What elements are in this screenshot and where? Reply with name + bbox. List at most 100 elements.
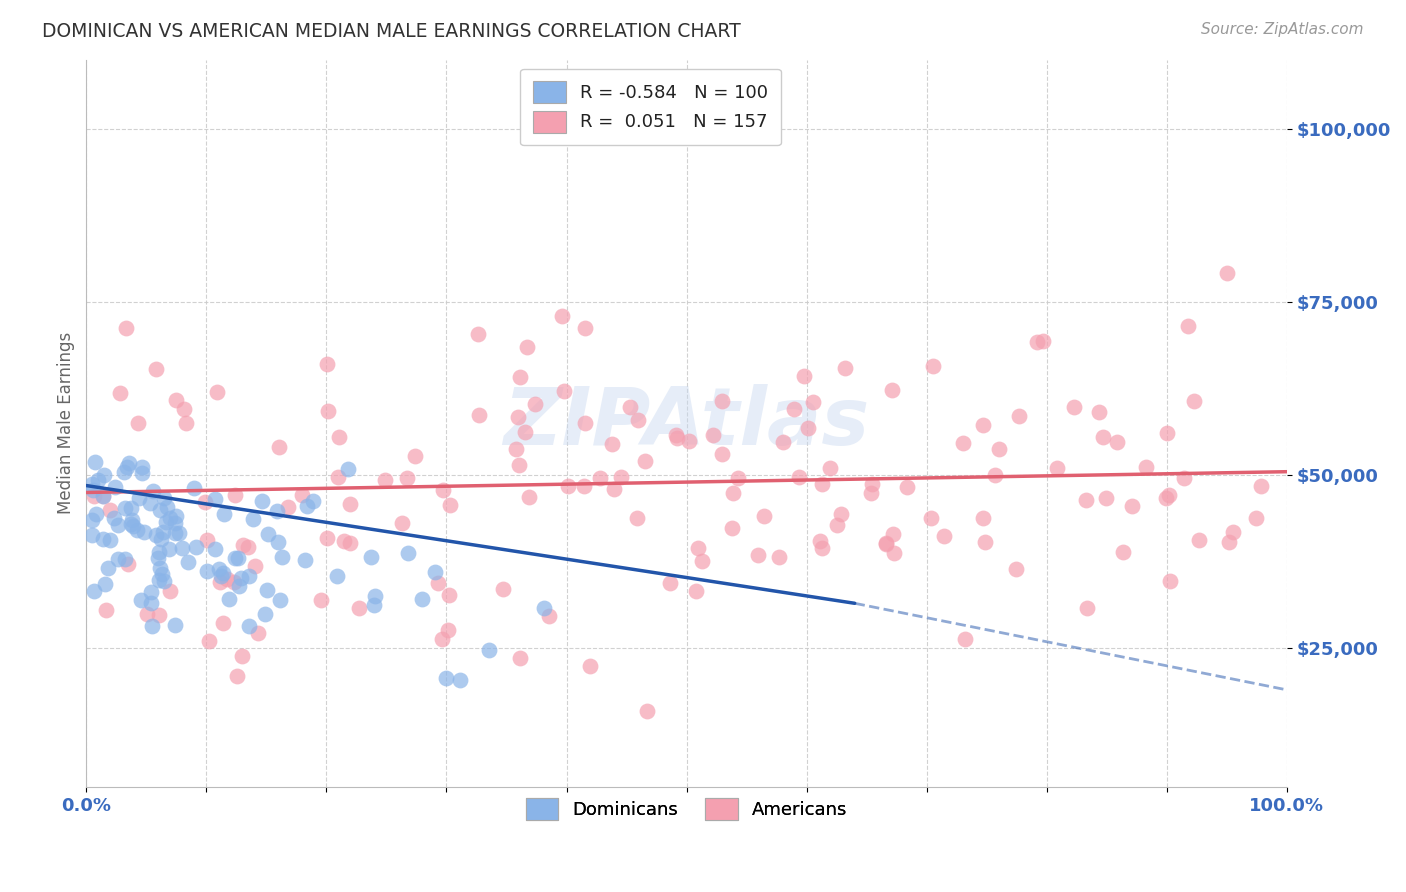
Point: [747, 548, 769, 562]
Point: [141, 619, 163, 633]
Point: [603, 482, 626, 496]
Point: [1092, 430, 1115, 444]
Point: [156, 500, 179, 515]
Point: [1074, 493, 1097, 508]
Point: [328, 430, 350, 444]
Point: [467, 326, 489, 341]
Point: [107, 518, 129, 533]
Point: [149, 561, 172, 575]
Point: [129, 593, 152, 607]
Point: [432, 483, 454, 498]
Point: [426, 576, 449, 591]
Point: [439, 498, 461, 512]
Point: [1121, 499, 1143, 513]
Point: [921, 359, 943, 373]
Point: [149, 532, 172, 546]
Point: [98, 503, 121, 517]
Point: [309, 592, 332, 607]
Point: [316, 357, 339, 371]
Point: [882, 527, 904, 541]
Point: [723, 486, 745, 500]
Text: Source: ZipAtlas.com: Source: ZipAtlas.com: [1201, 22, 1364, 37]
Point: [112, 465, 135, 479]
Point: [209, 569, 232, 583]
Point: [84, 455, 107, 469]
Point: [167, 526, 190, 541]
Point: [110, 385, 132, 400]
Point: [768, 549, 790, 564]
Point: [1250, 479, 1272, 493]
Point: [349, 601, 371, 615]
Point: [148, 574, 170, 588]
Point: [721, 521, 744, 535]
Point: [256, 583, 278, 598]
Point: [145, 528, 167, 542]
Point: [242, 512, 264, 526]
Point: [120, 501, 142, 516]
Point: [270, 549, 292, 564]
Point: [142, 484, 165, 499]
Point: [1173, 471, 1195, 485]
Point: [257, 527, 280, 541]
Point: [291, 488, 314, 502]
Point: [226, 669, 249, 683]
Point: [363, 598, 385, 612]
Point: [139, 596, 162, 610]
Point: [797, 421, 820, 435]
Point: [834, 361, 856, 376]
Point: [579, 658, 602, 673]
Point: [204, 491, 226, 506]
Point: [1177, 319, 1199, 334]
Point: [96, 603, 118, 617]
Point: [294, 553, 316, 567]
Point: [883, 546, 905, 560]
Point: [396, 546, 419, 560]
Point: [87, 473, 110, 487]
Point: [830, 507, 852, 521]
Point: [159, 510, 181, 524]
Point: [932, 529, 955, 543]
Point: [217, 572, 239, 586]
Point: [97, 561, 120, 575]
Point: [231, 649, 253, 664]
Point: [1076, 601, 1098, 615]
Point: [115, 460, 138, 475]
Point: [1135, 460, 1157, 475]
Point: [115, 320, 138, 334]
Point: [236, 540, 259, 554]
Point: [153, 574, 176, 589]
Point: [678, 434, 700, 448]
Point: [634, 453, 657, 467]
Point: [114, 500, 136, 515]
Point: [920, 511, 942, 525]
Point: [195, 564, 218, 578]
Point: [125, 524, 148, 538]
Point: [316, 404, 339, 418]
Point: [626, 511, 648, 525]
Point: [131, 467, 153, 481]
Point: [183, 481, 205, 495]
Point: [811, 541, 834, 555]
Point: [122, 519, 145, 533]
Point: [492, 582, 515, 596]
Point: [610, 470, 633, 484]
Point: [880, 383, 903, 397]
Point: [860, 486, 883, 500]
Point: [148, 607, 170, 622]
Point: [411, 592, 433, 607]
Point: [165, 393, 187, 408]
Point: [984, 467, 1007, 482]
Point: [224, 551, 246, 566]
Point: [84, 507, 107, 521]
Point: [557, 478, 579, 492]
Point: [226, 550, 249, 565]
Point: [266, 535, 288, 549]
Point: [793, 369, 815, 384]
Point: [150, 566, 173, 581]
Point: [574, 417, 596, 431]
Point: [509, 370, 531, 384]
Point: [1107, 435, 1129, 450]
Point: [267, 440, 290, 454]
Point: [752, 508, 775, 523]
Point: [297, 499, 319, 513]
